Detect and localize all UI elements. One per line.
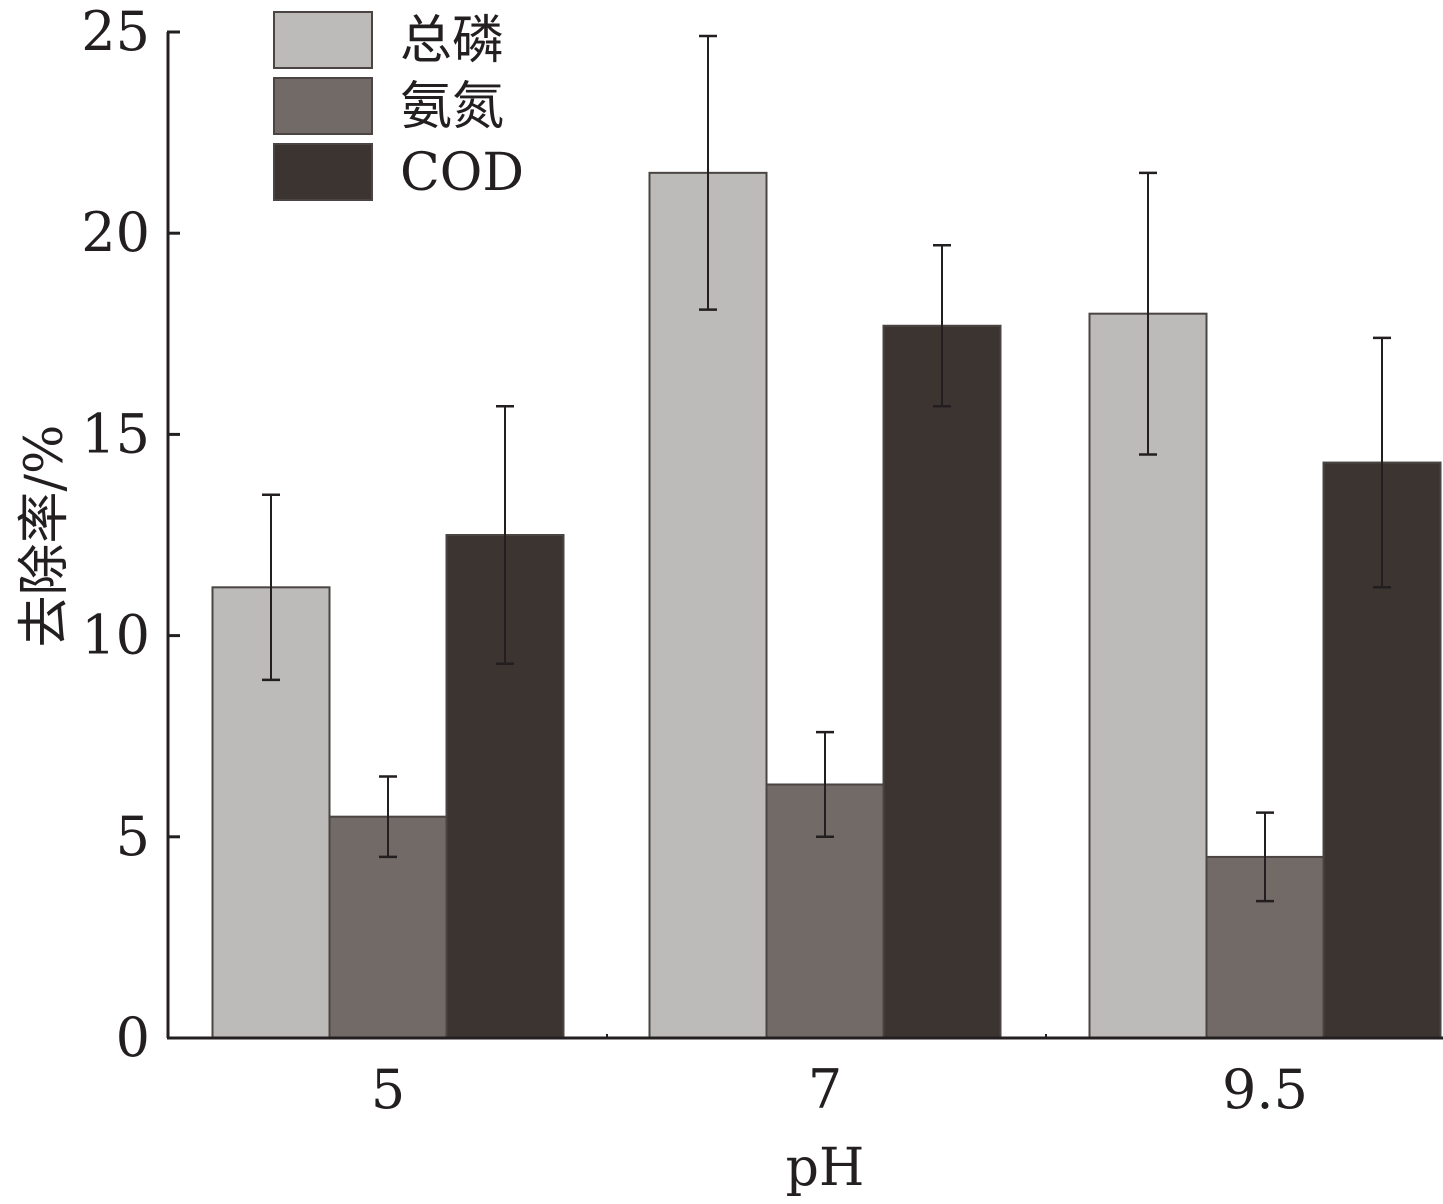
x-axis-label: pH <box>786 1138 865 1198</box>
y-tick-label-1: 5 <box>116 805 150 868</box>
legend-label-1: 氨氮 <box>400 77 504 137</box>
legend-label-0: 总磷 <box>400 11 504 71</box>
bars-layer <box>211 171 1442 1039</box>
bar-2-1 <box>882 324 1002 1039</box>
bar-0-1 <box>648 171 768 1039</box>
y-tick-label-3: 15 <box>81 402 150 465</box>
y-axis-label: 去除率/% <box>15 425 75 648</box>
y-ticks-layer: 0 5 10 15 20 25 <box>81 0 180 1069</box>
legend-swatch-2 <box>273 143 373 201</box>
error-bars-layer <box>262 34 1391 903</box>
y-tick-label-5: 25 <box>81 0 150 63</box>
x-tick-label-2: 9.5 <box>1222 1058 1308 1121</box>
legend-label-2: COD <box>400 143 524 203</box>
legend-swatch-1 <box>273 77 373 135</box>
y-tick-label-0: 0 <box>116 1006 150 1069</box>
y-tick-label-4: 20 <box>81 201 150 264</box>
x-tick-label-1: 7 <box>808 1058 842 1121</box>
legend-swatch-0 <box>273 11 373 69</box>
y-tick-label-2: 10 <box>81 604 150 667</box>
x-tick-label-0: 5 <box>371 1058 405 1121</box>
x-ticks-layer: 5 7 9.5 <box>371 1034 1308 1121</box>
axes-layer <box>166 32 1443 1040</box>
